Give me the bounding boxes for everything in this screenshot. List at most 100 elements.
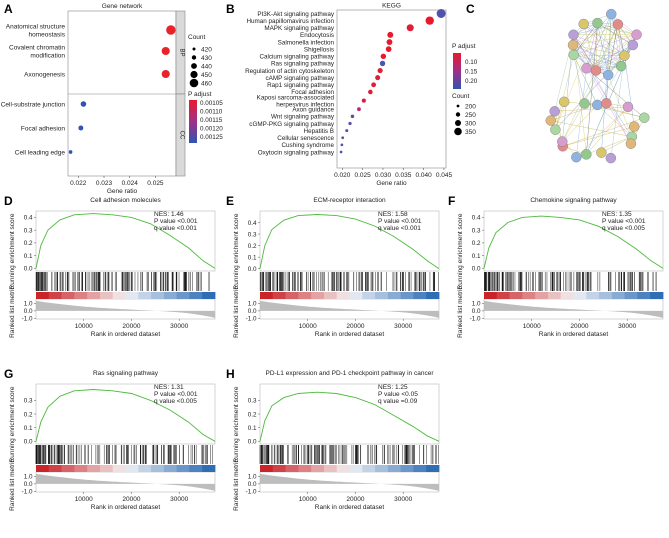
metric-area (260, 473, 439, 491)
dot (80, 101, 87, 107)
x-axis-label: Gene ratio (376, 180, 407, 187)
legend-dot (191, 55, 197, 60)
y-tick-label: 0.2 (24, 240, 33, 247)
y-axis-label: Ranked list metric (9, 285, 16, 337)
y-tick-label: -1.0 (246, 316, 257, 323)
rank-color-bar (87, 292, 101, 299)
network-edge (595, 14, 612, 71)
term-label: cGMP-PKG signaling pathway (249, 121, 335, 128)
network-node (567, 39, 579, 51)
network-edge (572, 44, 625, 56)
panel-letter-D: D (4, 194, 13, 208)
term-label: homeostasis (29, 32, 66, 39)
colorbar-label: 0.10 (465, 59, 478, 66)
x-tick-label: 10000 (299, 323, 317, 330)
x-tick-label: 20000 (122, 323, 140, 330)
dot (345, 129, 349, 133)
x-tick-label: 0.030 (375, 172, 392, 179)
network-edge (586, 34, 637, 69)
x-tick-label: 0.020 (334, 172, 351, 179)
rank-color-bar (426, 465, 440, 472)
x-tick-label: 20000 (346, 323, 364, 330)
legend-title: P adjust (452, 43, 476, 50)
x-tick-label: 10000 (75, 496, 93, 503)
network-node (571, 151, 582, 163)
rank-color-bar (509, 292, 523, 299)
x-tick-label: 0.023 (96, 180, 113, 187)
x-tick-label: 0.025 (147, 180, 164, 187)
term-label: Axon guidance (292, 107, 334, 114)
y-tick-label: 0.2 (472, 240, 481, 247)
nes-value: NES: 1.46 (154, 211, 184, 218)
network-edge (573, 34, 625, 56)
rank-color-bar (650, 292, 664, 299)
term-label: cAMP signaling pathway (266, 75, 335, 82)
network-edge (576, 106, 629, 158)
y-tick-label: 0.0 (24, 266, 33, 273)
facet-strip (175, 93, 186, 177)
y-tick-label: 1.0 (248, 474, 257, 481)
rank-color-bar (336, 465, 350, 472)
p-value: P value <0.001 (378, 218, 422, 225)
term-label: Oxytocin signaling pathway (258, 149, 335, 156)
y-tick-label: 1.0 (24, 301, 33, 308)
rank-color-bar (484, 292, 498, 299)
network-edge (586, 23, 598, 155)
es-frame (35, 210, 216, 272)
rank-color-bar (285, 292, 299, 299)
p-value: P value <0.001 (602, 218, 646, 225)
term-label: Regulation of actin cytoskeleton (245, 68, 334, 75)
q-value: q value <0.001 (154, 225, 197, 232)
network-node (602, 69, 614, 81)
rank-color-bar (189, 292, 203, 299)
network-edge (573, 34, 632, 144)
network-edge (562, 117, 645, 147)
rank-color-bar (125, 292, 139, 299)
term-label: Shigellosis (304, 46, 334, 53)
rank-color-bar (496, 292, 510, 299)
rank-color-bar (535, 292, 549, 299)
rank-color-bar (272, 465, 286, 472)
network-node (568, 29, 579, 40)
network-node (578, 18, 589, 30)
q-value: q value <0.001 (378, 225, 421, 232)
nes-value: NES: 1.35 (602, 211, 632, 218)
network-edge (595, 44, 633, 71)
y-tick-label: 1.0 (472, 301, 481, 308)
network-edge (601, 136, 632, 153)
rank-color-bar (74, 465, 88, 472)
legend-title: Count (452, 93, 470, 100)
y-tick-label: 0.0 (24, 481, 33, 488)
rank-color-bar (176, 292, 190, 299)
es-frame (259, 383, 440, 445)
dot (386, 39, 393, 45)
colorbar-label: 0.00110 (200, 109, 223, 116)
panel-e: ECM-receptor interaction 0.0 0.1 0.2 0.3 0.4 N… (233, 197, 440, 338)
es-curve (259, 391, 440, 442)
panel-letter-C: C (466, 2, 475, 16)
legend-value: 350 (465, 129, 476, 136)
p-value: P value <0.001 (154, 391, 198, 398)
rank-color-bar (375, 292, 389, 299)
panel-letter-H: H (226, 367, 235, 381)
legend-value: 430 (201, 55, 212, 62)
legend-dot (456, 104, 460, 108)
rank-color-bar (138, 292, 152, 299)
legend-value: 440 (201, 63, 212, 70)
network-edge (597, 66, 622, 106)
rank-color-bar (151, 465, 165, 472)
facet-label: BP (179, 48, 185, 56)
dot (371, 82, 376, 88)
panel-b: KEGG 0.020 0.025 0.030 0.035 0.040 0.045 Gene r… (245, 3, 478, 188)
dot (166, 25, 176, 35)
term-label: Endocytosis (300, 32, 334, 39)
network-edge (573, 34, 637, 56)
network-edge (562, 104, 598, 142)
y-tick-label: 1.0 (248, 301, 257, 308)
network-edge (573, 54, 625, 56)
y-tick-label: 0.3 (472, 227, 481, 234)
network-node (622, 101, 634, 113)
panel-h: PD-L1 expression and PD-1 checkpoint pat… (233, 370, 440, 511)
dot (361, 98, 366, 103)
dot (387, 31, 394, 38)
